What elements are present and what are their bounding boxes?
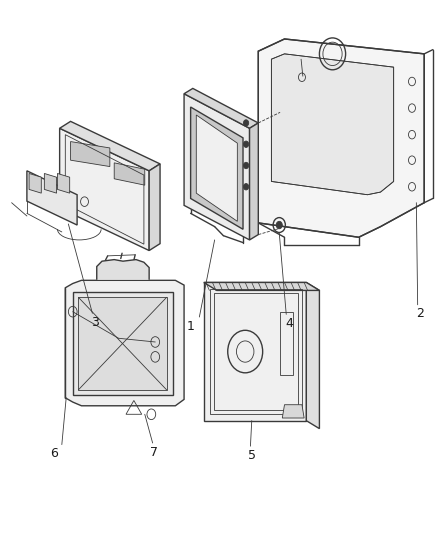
Polygon shape bbox=[29, 173, 41, 193]
Polygon shape bbox=[191, 107, 243, 229]
Polygon shape bbox=[97, 260, 149, 280]
Polygon shape bbox=[184, 94, 250, 240]
Polygon shape bbox=[114, 163, 145, 185]
Circle shape bbox=[244, 163, 249, 168]
Text: 2: 2 bbox=[416, 307, 424, 320]
Polygon shape bbox=[57, 173, 70, 193]
Polygon shape bbox=[65, 280, 184, 406]
Polygon shape bbox=[184, 88, 258, 128]
Polygon shape bbox=[27, 171, 77, 225]
Text: 5: 5 bbox=[248, 449, 256, 462]
Polygon shape bbox=[60, 122, 160, 171]
Polygon shape bbox=[283, 405, 304, 418]
Circle shape bbox=[244, 141, 249, 148]
Circle shape bbox=[244, 183, 249, 190]
Circle shape bbox=[244, 120, 249, 126]
Polygon shape bbox=[73, 292, 173, 395]
Text: 6: 6 bbox=[50, 447, 58, 460]
Polygon shape bbox=[258, 39, 424, 237]
Polygon shape bbox=[60, 128, 149, 251]
Polygon shape bbox=[71, 142, 110, 166]
Polygon shape bbox=[272, 54, 394, 195]
Polygon shape bbox=[204, 282, 319, 290]
Circle shape bbox=[276, 221, 283, 229]
Text: 3: 3 bbox=[91, 316, 99, 329]
Polygon shape bbox=[204, 282, 306, 421]
Polygon shape bbox=[196, 115, 237, 221]
Polygon shape bbox=[44, 173, 57, 193]
Polygon shape bbox=[250, 123, 258, 240]
Text: 4: 4 bbox=[285, 317, 293, 330]
Text: 1: 1 bbox=[187, 320, 194, 333]
Polygon shape bbox=[78, 297, 166, 390]
Polygon shape bbox=[306, 282, 319, 429]
Polygon shape bbox=[149, 164, 160, 251]
Text: 7: 7 bbox=[150, 446, 159, 459]
